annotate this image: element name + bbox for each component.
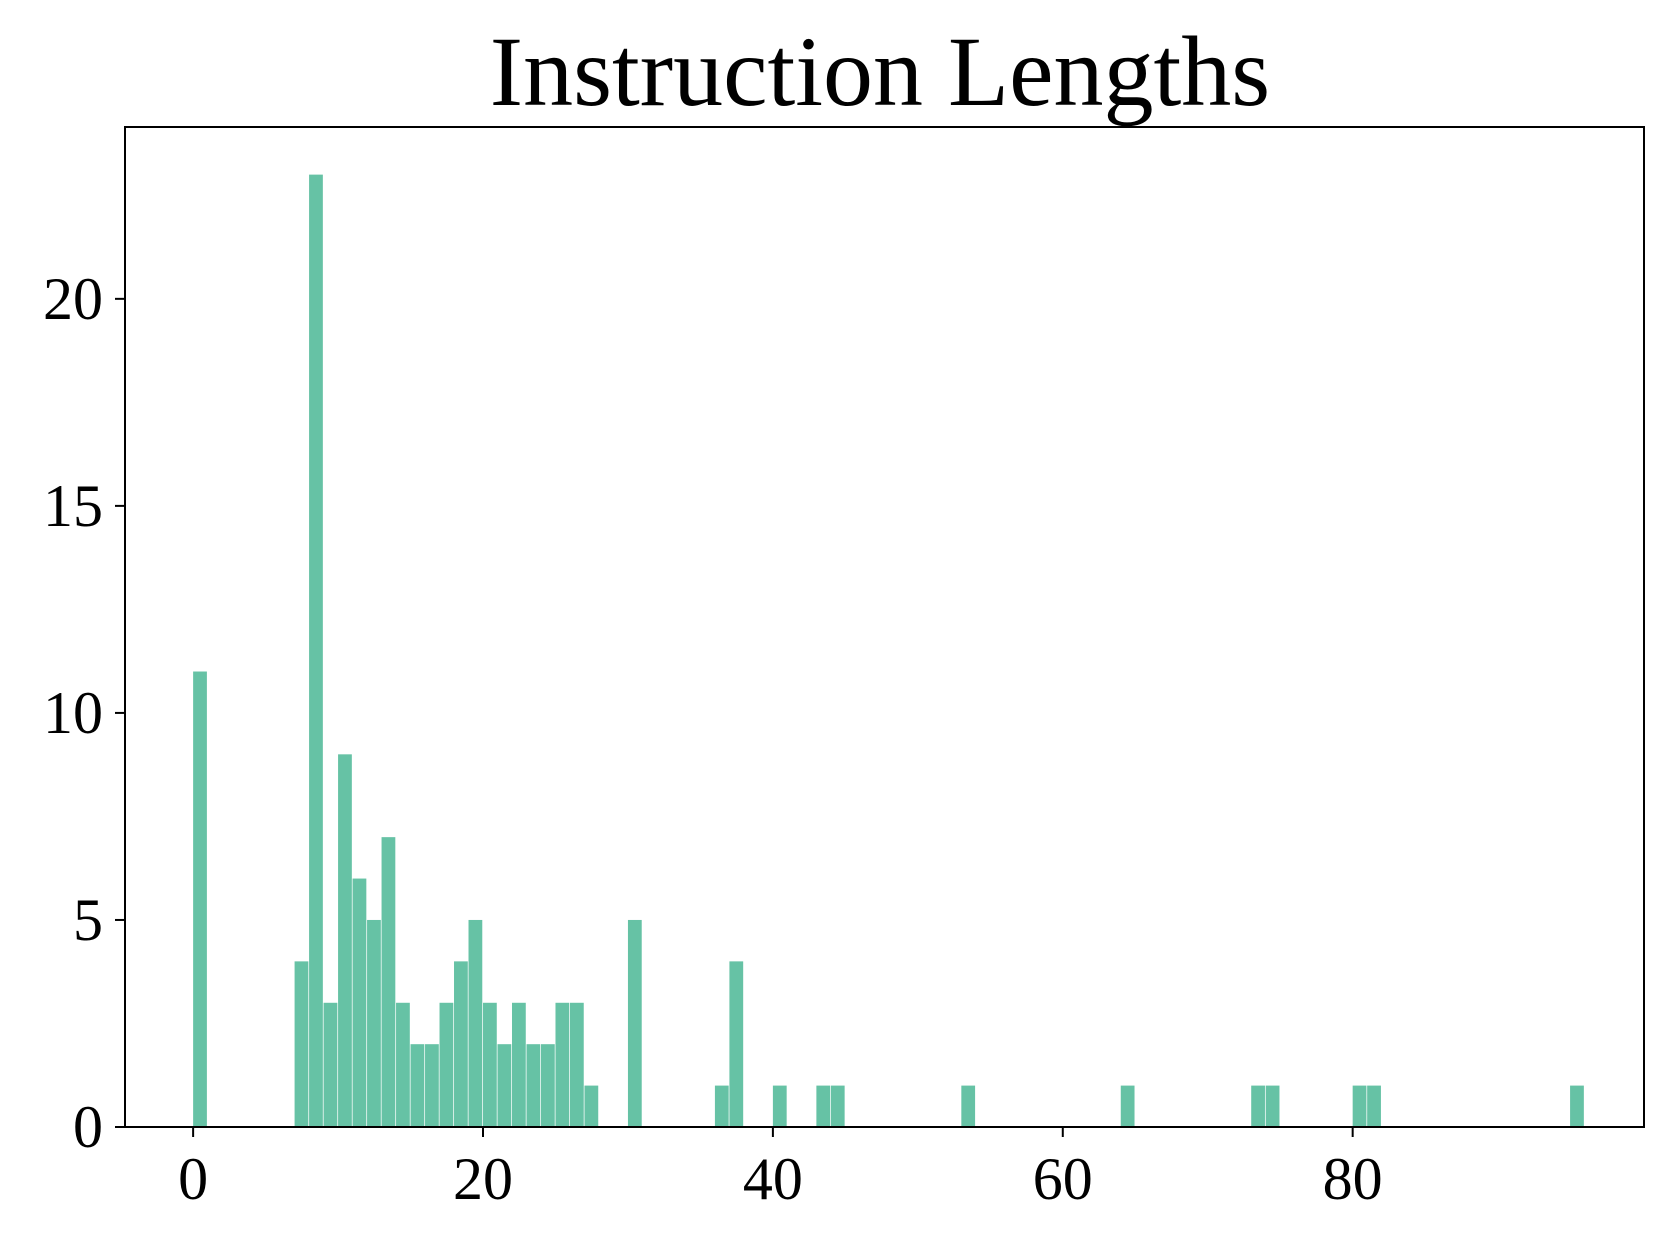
x-tick-label: 0: [178, 1146, 208, 1212]
histogram-bar: [816, 1085, 831, 1127]
x-tick-label: 80: [1323, 1146, 1383, 1212]
histogram-bar: [1120, 1085, 1135, 1127]
histogram-bar: [569, 1002, 584, 1127]
histogram-bar: [1352, 1085, 1367, 1127]
bars-group: [193, 174, 1584, 1128]
x-tick-label: 40: [743, 1146, 803, 1212]
histogram-bar: [1251, 1085, 1265, 1127]
histogram-bar: [830, 1085, 845, 1127]
histogram-bar: [454, 961, 468, 1127]
histogram-bar: [193, 671, 207, 1127]
histogram-bar: [483, 1002, 497, 1127]
histogram-bar: [526, 1044, 541, 1127]
histogram-bar: [584, 1085, 599, 1127]
y-tick-label: 5: [73, 887, 103, 953]
x-tick-label: 20: [453, 1146, 513, 1212]
chart-title: Instruction Lengths: [490, 16, 1270, 127]
y-tick-label: 15: [43, 473, 103, 539]
plot-frame: [124, 126, 1645, 1128]
histogram-bar: [294, 961, 309, 1127]
y-tick-label: 10: [43, 680, 103, 746]
histogram-bar: [729, 961, 744, 1127]
histogram-bar: [323, 1002, 338, 1127]
histogram-bar: [439, 1002, 454, 1127]
histogram-bar: [425, 1044, 439, 1127]
x-axis: 0 20 40 60 80: [178, 1127, 1383, 1212]
histogram-bar: [714, 1085, 729, 1127]
histogram-bar: [410, 1044, 425, 1127]
histogram-bar: [1265, 1085, 1280, 1127]
x-tick-label: 60: [1033, 1146, 1093, 1212]
histogram-bar: [540, 1044, 555, 1127]
histogram-bar: [309, 174, 323, 1128]
histogram-bar: [381, 837, 396, 1127]
histogram-bar: [511, 1002, 526, 1127]
histogram-bar: [961, 1085, 976, 1127]
y-tick-label: 0: [73, 1094, 103, 1160]
histogram-bar: [1367, 1085, 1381, 1127]
y-tick-label: 20: [43, 266, 103, 332]
histogram-bar: [396, 1002, 410, 1127]
histogram-bar: [1570, 1085, 1584, 1127]
histogram-bar: [555, 1002, 570, 1127]
histogram-bar: [367, 919, 381, 1127]
histogram-bar: [352, 878, 367, 1127]
histogram-bar: [497, 1044, 512, 1127]
histogram-bar: [772, 1085, 787, 1127]
histogram-bar: [468, 919, 483, 1127]
y-axis: 0 5 10 15 20: [43, 266, 125, 1160]
histogram-bar: [338, 754, 352, 1127]
histogram-bar: [627, 919, 642, 1127]
